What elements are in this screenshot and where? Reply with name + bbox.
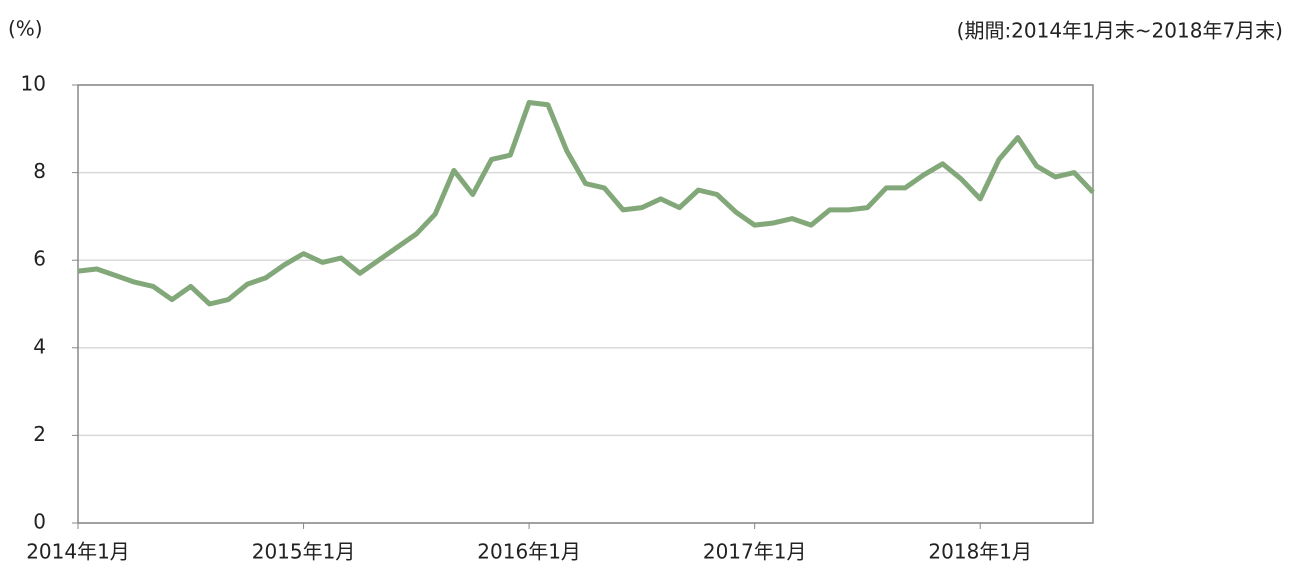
- y-tick-label: 2: [33, 422, 46, 446]
- annotation: (期間:2014年1月末~2018年7月末): [957, 19, 1283, 43]
- y-tick-label: 10: [21, 72, 46, 96]
- x-tick-label: 2017年1月: [703, 540, 807, 564]
- line: [77, 100, 1095, 307]
- y-tick-label: 8: [33, 159, 46, 183]
- plot-border: [77, 84, 1094, 524]
- y-axis-label: (%): [8, 17, 43, 41]
- x-tick-label: 2018年1月: [928, 540, 1032, 564]
- x-tick-label: 2016年1月: [477, 540, 581, 564]
- y-tick-label: 4: [33, 334, 46, 358]
- y-tick-label: 6: [33, 247, 46, 271]
- x-tick-label: 2014年1月: [26, 540, 130, 564]
- x-tick-label: 2015年1月: [252, 540, 356, 564]
- y-tick-label: 0: [33, 510, 46, 534]
